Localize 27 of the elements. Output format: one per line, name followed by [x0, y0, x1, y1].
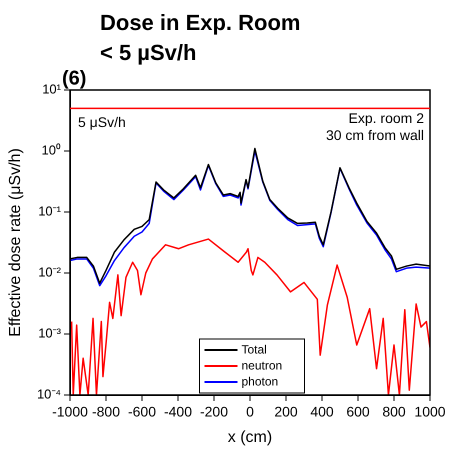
x-tick-label: 0 — [246, 403, 254, 420]
legend-label: neutron — [242, 358, 282, 372]
y-tick-label: 10⁰ — [42, 142, 61, 158]
x-tick-label: -800 — [92, 403, 120, 420]
annotation: Exp. room 2 30 cm from wall — [326, 110, 424, 143]
y-tick-label: 10⁻² — [38, 264, 62, 280]
x-tick-label: 200 — [274, 403, 298, 420]
chart-title: Dose in Exp. Room — [100, 10, 300, 35]
x-tick-label: -400 — [164, 403, 192, 420]
legend-label: Total — [242, 342, 267, 356]
y-axis-title: Effective dose rate (μSv/h) — [7, 148, 24, 337]
chart-subtitle: < 5 µSv/h — [100, 40, 196, 65]
x-tick-label: 400 — [310, 403, 334, 420]
y-tick-label: 10⁻⁴ — [36, 386, 61, 402]
x-tick-label: 1000 — [414, 403, 446, 420]
y-tick-label: 10¹ — [42, 82, 62, 97]
x-tick-label: -600 — [128, 403, 156, 420]
y-tick-label: 10⁻¹ — [38, 204, 62, 219]
x-tick-label: 800 — [382, 403, 406, 420]
x-axis-title: x (cm) — [228, 428, 272, 446]
x-tick-label: -1000 — [52, 403, 88, 420]
x-tick-label: 600 — [346, 403, 370, 420]
legend-label: photon — [242, 374, 278, 388]
ref-line-label: 5 μSv/h — [78, 114, 126, 130]
x-tick-label: -200 — [200, 403, 228, 420]
text: (6) — [62, 68, 86, 90]
y-tick-label: 10⁻³ — [38, 326, 62, 341]
